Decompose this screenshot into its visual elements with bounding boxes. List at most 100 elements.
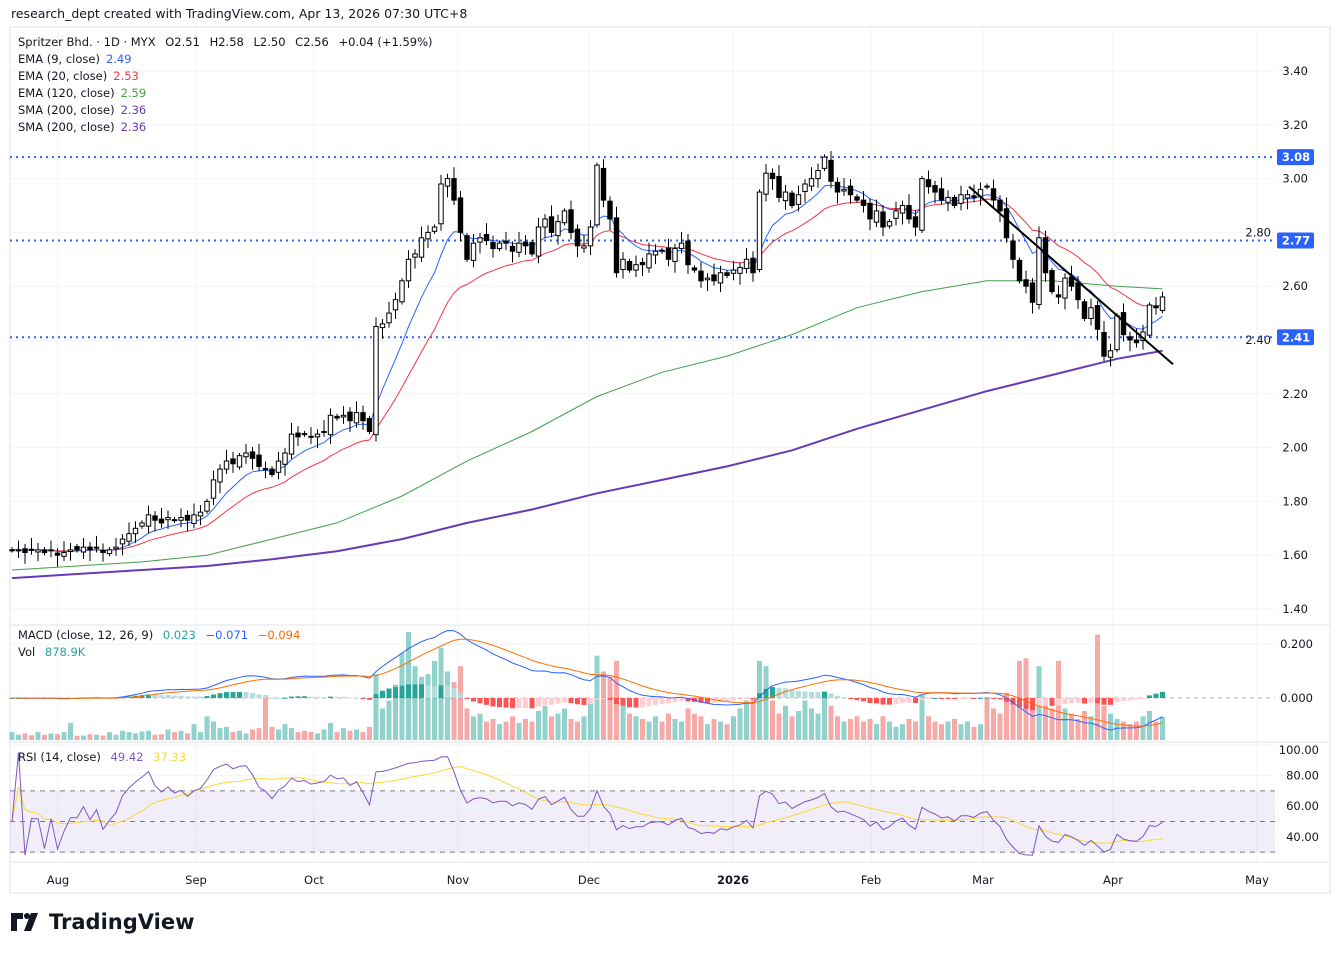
volume-bar xyxy=(1010,700,1016,740)
volume-bar xyxy=(282,724,288,740)
candle-body xyxy=(113,546,119,550)
candle-body xyxy=(126,533,132,542)
tradingview-logo[interactable]: TradingView xyxy=(11,910,194,934)
volume-bar xyxy=(308,732,314,740)
indicator-value: 2.36 xyxy=(120,103,147,117)
volume-bar xyxy=(679,721,684,740)
macd-histogram-bar xyxy=(445,685,450,698)
candle xyxy=(672,243,678,273)
volume-bar xyxy=(1082,711,1087,740)
candle xyxy=(256,443,262,472)
macd-histogram-bar xyxy=(536,698,541,707)
candle-body xyxy=(678,242,685,250)
candle xyxy=(711,263,717,286)
macd-histogram-bar xyxy=(705,698,710,703)
volume-bar xyxy=(705,724,710,740)
volume-bar xyxy=(913,721,918,740)
volume-bar xyxy=(822,692,827,740)
volume-bar xyxy=(965,721,970,740)
macd-histogram-bar xyxy=(529,698,535,709)
candle-body xyxy=(54,552,61,556)
candle xyxy=(600,159,607,208)
candle xyxy=(834,177,841,204)
candle-body xyxy=(158,518,165,524)
macd-histogram-bar xyxy=(724,698,730,702)
macd-histogram-bar xyxy=(217,693,223,698)
candle-body xyxy=(275,460,282,473)
candle-body xyxy=(997,199,1003,212)
volume-bar xyxy=(523,718,528,740)
candle xyxy=(626,258,633,273)
candle-body xyxy=(769,172,776,180)
volume-bar xyxy=(347,730,353,740)
candle xyxy=(48,540,54,558)
volume-bar xyxy=(120,730,125,740)
candle xyxy=(314,429,321,449)
candle xyxy=(990,179,997,208)
candle-body xyxy=(236,455,243,468)
macd-histogram-bar xyxy=(451,688,457,698)
candle xyxy=(613,206,620,278)
volume-bar xyxy=(783,705,788,740)
volume-bar xyxy=(503,721,509,740)
macd-histogram-bar xyxy=(276,697,281,699)
volume-bar xyxy=(9,732,15,740)
candle xyxy=(470,234,477,268)
candle-body xyxy=(782,191,789,202)
chart-header: research_dept created with TradingView.c… xyxy=(11,6,468,21)
candle xyxy=(945,190,951,212)
volume-bar xyxy=(412,666,418,740)
candle-body xyxy=(178,517,184,521)
candle-body xyxy=(80,546,87,553)
candle xyxy=(594,162,600,228)
candle xyxy=(464,232,470,262)
candle-body xyxy=(451,178,457,201)
volume-bar xyxy=(555,713,561,740)
candle-body xyxy=(1146,304,1153,336)
macd-histogram-bar xyxy=(906,698,912,703)
candle xyxy=(1081,299,1088,322)
macd-histogram-bar xyxy=(198,696,203,698)
rsi-value: 49.42 xyxy=(110,750,144,764)
volume-bar xyxy=(380,708,385,740)
candle-body xyxy=(1153,305,1159,309)
volume-bar xyxy=(341,728,346,740)
macd-histogram-bar xyxy=(978,697,983,699)
candle-body xyxy=(334,415,340,419)
candle-body xyxy=(217,468,223,483)
volume-bar xyxy=(464,708,470,740)
candle xyxy=(789,190,795,209)
macd-histogram-bar xyxy=(633,698,639,708)
candle xyxy=(360,405,366,430)
macd-histogram-bar xyxy=(1134,698,1139,700)
candle-body xyxy=(22,548,28,554)
candle-body xyxy=(438,183,444,225)
volume-bar xyxy=(646,721,652,740)
candle xyxy=(1055,285,1062,304)
volume-bar xyxy=(42,734,47,740)
volume-bar xyxy=(672,718,678,740)
candle-body xyxy=(685,240,691,266)
macd-line xyxy=(12,629,1163,731)
volume-bar xyxy=(334,732,340,740)
volume-bar xyxy=(698,716,704,740)
macd-legend: MACD (close, 12, 26, 9) 0.023 −0.071 −0.… xyxy=(18,628,306,642)
candle-body xyxy=(971,195,977,198)
candle-body xyxy=(919,178,925,231)
candle xyxy=(1062,273,1068,310)
volume-bar xyxy=(770,700,775,740)
candle xyxy=(756,189,763,273)
macd-signal-line xyxy=(12,638,1163,727)
candle-body xyxy=(347,411,353,422)
candle xyxy=(204,498,210,514)
volume-bar xyxy=(360,732,366,740)
macd-histogram-bar xyxy=(796,691,801,698)
macd-histogram-bar xyxy=(503,698,509,708)
macd-histogram-bar xyxy=(711,698,717,703)
volume-bar xyxy=(607,676,613,740)
candle-body xyxy=(867,202,873,220)
time-tick-label: Feb xyxy=(861,873,881,887)
candle-body xyxy=(620,258,626,271)
